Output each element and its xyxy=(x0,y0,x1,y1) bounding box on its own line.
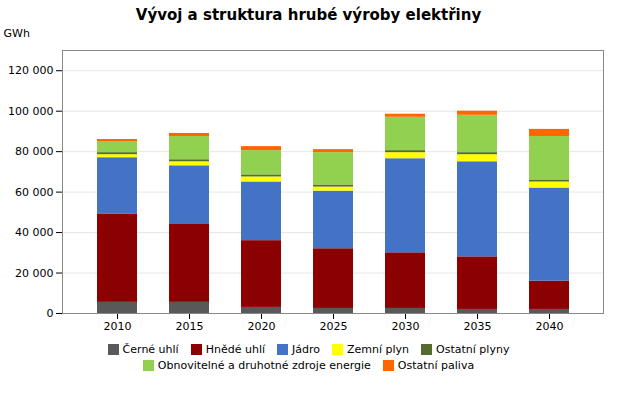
svg-text:2030: 2030 xyxy=(392,320,420,333)
svg-text:2015: 2015 xyxy=(176,320,204,333)
svg-text:60 000: 60 000 xyxy=(15,186,54,199)
html-text:Obnovitelné a druhotné zdroje: Obnovitelné a druhotné zdroje energie xyxy=(157,359,371,372)
svg-text:2040: 2040 xyxy=(536,320,564,333)
html-text:Jádro: Jádro xyxy=(292,343,320,356)
svg-text:0: 0 xyxy=(47,307,54,320)
html-text:Ostatní plyny: Ostatní plyny xyxy=(436,343,510,356)
svg-text:40 000: 40 000 xyxy=(15,226,54,239)
html-text:Ostatní paliva: Ostatní paliva xyxy=(397,359,475,372)
svg-text:80 000: 80 000 xyxy=(15,145,54,158)
html-text:Černé uhlí: Černé uhlí xyxy=(122,343,179,356)
svg-text:2010: 2010 xyxy=(104,320,132,333)
svg-text:2035: 2035 xyxy=(464,320,492,333)
svg-text:2020: 2020 xyxy=(248,320,276,333)
svg-text:2025: 2025 xyxy=(320,320,348,333)
html-text:Zemní plyn: Zemní plyn xyxy=(347,343,410,356)
svg-text:GWh: GWh xyxy=(4,27,30,40)
svg-text:120 000: 120 000 xyxy=(8,64,54,77)
html-text:Vývoj a struktura hrubé výroby: Vývoj a struktura hrubé výroby elektřiny xyxy=(135,6,482,24)
html-text:Hnědé uhlí: Hnědé uhlí xyxy=(205,343,265,356)
svg-text:100 000: 100 000 xyxy=(8,105,54,118)
svg-text:20 000: 20 000 xyxy=(15,267,54,280)
